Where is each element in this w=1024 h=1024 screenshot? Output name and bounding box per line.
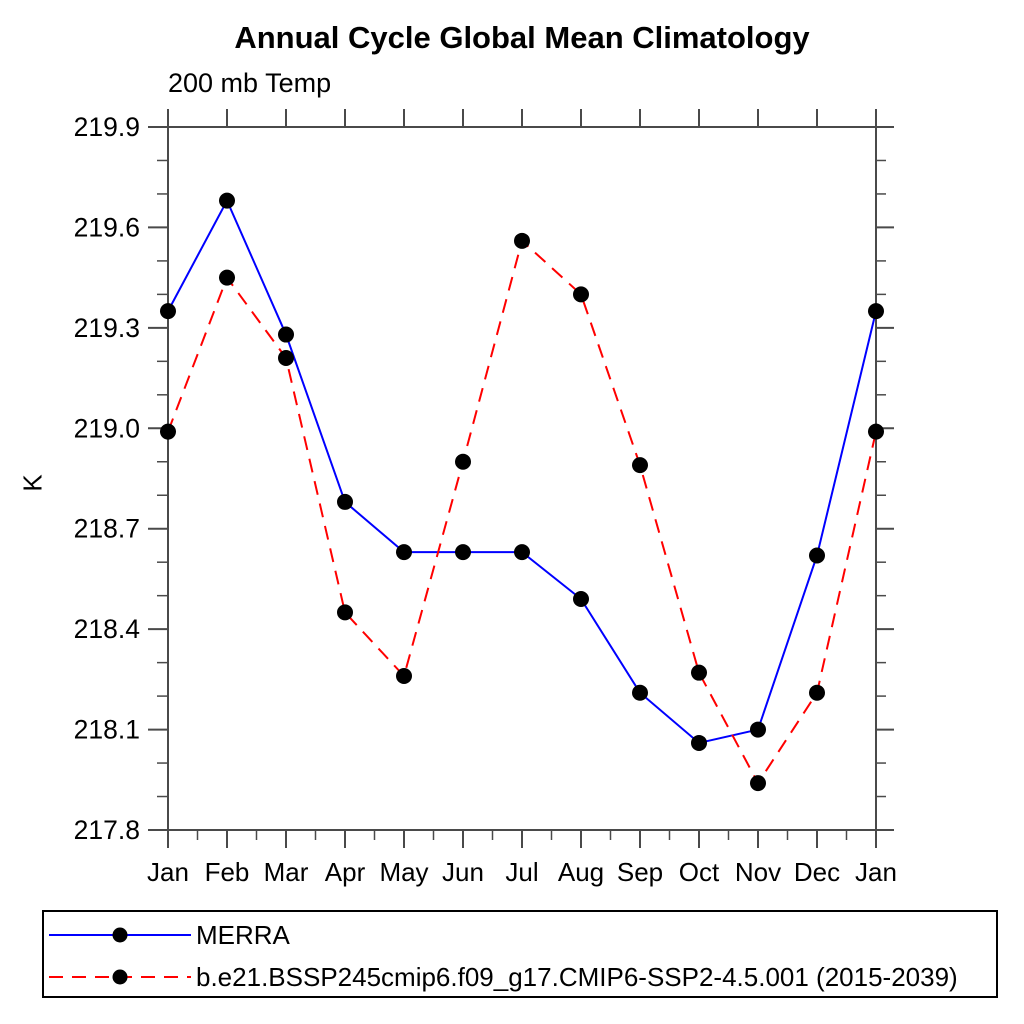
data-point-marker <box>632 684 648 701</box>
chart-title: Annual Cycle Global Mean Climatology <box>234 20 810 55</box>
data-point-marker <box>691 734 707 751</box>
x-tick-label: Mar <box>264 857 309 887</box>
data-point-marker <box>514 544 530 561</box>
data-point-marker <box>750 721 766 738</box>
data-point-marker <box>573 286 589 303</box>
legend-line-sample-dashed <box>49 969 191 985</box>
data-point-marker <box>278 326 294 343</box>
y-tick-label: 218.7 <box>74 514 140 544</box>
chart-subtitle: 200 mb Temp <box>168 68 332 98</box>
data-point-marker <box>632 457 648 474</box>
data-point-marker <box>809 547 825 564</box>
y-tick-label: 218.1 <box>74 715 140 745</box>
y-tick-label: 219.0 <box>74 413 140 443</box>
series-line-1 <box>167 238 877 786</box>
x-tick-label: Nov <box>735 857 781 887</box>
x-tick-label: Jun <box>442 857 484 887</box>
plot-frame <box>167 126 877 831</box>
legend-item-merra: MERRA <box>49 920 290 950</box>
data-point-marker <box>573 591 589 608</box>
data-point-marker <box>160 423 176 440</box>
data-point-marker <box>219 269 235 286</box>
data-point-marker <box>160 303 176 320</box>
y-tick-label: 217.8 <box>74 815 140 845</box>
data-point-marker <box>337 604 353 621</box>
y-tick-label: 219.6 <box>74 212 140 242</box>
legend-label-merra: MERRA <box>196 919 290 950</box>
data-point-marker <box>868 423 884 440</box>
x-tick-label: Apr <box>325 857 366 887</box>
legend-marker-icon <box>112 927 128 943</box>
data-point-marker <box>455 453 471 470</box>
data-point-marker <box>337 493 353 510</box>
x-tick-label: Oct <box>679 857 720 887</box>
data-point-marker <box>455 544 471 561</box>
data-point-marker <box>809 684 825 701</box>
x-tick-label: Aug <box>558 857 604 887</box>
data-point-marker <box>278 349 294 366</box>
legend: MERRA b.e21.BSSP245cmip6.f09_g17.CMIP6-S… <box>42 910 998 998</box>
data-point-marker <box>219 192 235 209</box>
data-point-marker <box>514 232 530 249</box>
x-tick-label: Feb <box>205 857 250 887</box>
legend-marker-icon <box>112 969 128 985</box>
y-tick-label: 219.3 <box>74 313 140 343</box>
x-tick-label: Sep <box>617 857 663 887</box>
data-point-marker <box>868 303 884 320</box>
data-point-marker <box>396 668 412 685</box>
x-tick-label: Dec <box>794 857 840 887</box>
legend-label-model: b.e21.BSSP245cmip6.f09_g17.CMIP6-SSP2-4.… <box>196 961 958 992</box>
series-line-0 <box>167 198 877 745</box>
legend-line-sample-solid <box>49 927 191 943</box>
data-point-marker <box>396 544 412 561</box>
x-tick-label: Jan <box>855 857 897 887</box>
x-tick-label: May <box>379 857 428 887</box>
y-tick-label: 218.4 <box>74 614 140 644</box>
x-tick-label: Jul <box>505 857 538 887</box>
y-tick-label: 219.9 <box>74 112 140 142</box>
x-tick-label: Jan <box>147 857 189 887</box>
data-point-marker <box>750 775 766 792</box>
data-point-marker <box>691 664 707 681</box>
legend-item-model: b.e21.BSSP245cmip6.f09_g17.CMIP6-SSP2-4.… <box>49 962 958 992</box>
